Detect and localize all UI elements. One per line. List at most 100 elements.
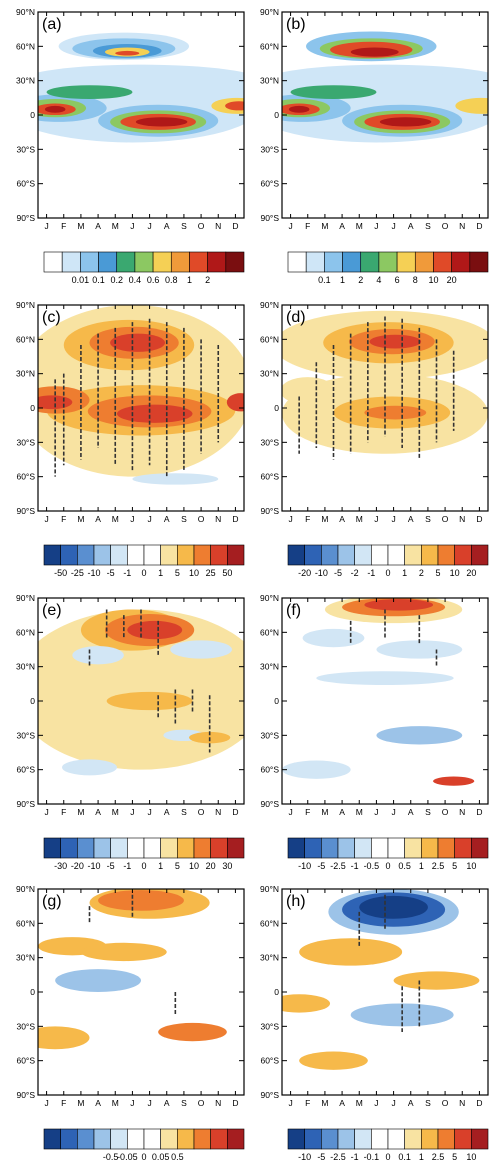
y-tick-label: 60°N (16, 627, 35, 637)
x-tick-label: N (215, 221, 221, 231)
contour-region (302, 628, 365, 648)
y-tick-label: 0 (274, 987, 279, 997)
contour-region (80, 942, 167, 962)
colorbar-label: 1 (402, 568, 407, 578)
contour-region (282, 377, 336, 405)
colorbar-label: -5 (317, 1152, 325, 1162)
colorbar: -0.5-0.05 0 0.05 0.5 (43, 1128, 245, 1162)
y-tick-label: 60°N (16, 334, 35, 344)
y-tick-label: 0 (30, 987, 35, 997)
colorbar-label: -1 (367, 568, 375, 578)
panel-c: J F M A M J J A S O N D 90°N 60°N 30°N 0 30°S 60°S 90°S (c)… (16, 300, 245, 578)
colorbar-swatch (77, 1128, 95, 1150)
colorbar-swatch (404, 837, 422, 859)
x-tick-label: A (95, 221, 101, 231)
colorbar-swatch (127, 1128, 145, 1150)
colorbar-label: 0.1 (398, 1152, 411, 1162)
contour-region (282, 760, 351, 779)
contour-region (106, 691, 193, 711)
colorbar-label: 5 (175, 861, 180, 871)
contour-field (38, 32, 244, 143)
colorbar-swatch (324, 251, 343, 273)
contour-region (455, 97, 488, 114)
colorbar-label: 0 (385, 568, 390, 578)
colorbar-swatch (225, 251, 245, 273)
colorbar-label: 8 (413, 275, 418, 285)
colorbar-label: -50 (54, 568, 67, 578)
colorbar-label: 1 (158, 861, 163, 871)
plot-background (38, 889, 244, 1095)
colorbar-label: -1 (351, 1152, 359, 1162)
contour-region (44, 105, 66, 113)
x-tick-label: D (232, 221, 238, 231)
x-tick-label: A (339, 807, 345, 817)
contour-region (364, 405, 427, 420)
colorbar: -10 -5 -2.5 -1 -0.5 0 0.5 1 2.5 5 10 (287, 837, 489, 871)
x-tick-label: N (215, 807, 221, 817)
y-tick-label: 30°N (16, 662, 35, 672)
colorbar-label: -0.5 (364, 861, 380, 871)
colorbar-swatch (77, 544, 95, 566)
contour-region (350, 47, 399, 57)
y-tick-label: 30°S (16, 437, 35, 447)
x-tick-label: N (459, 1098, 465, 1108)
colorbar-swatch (98, 251, 118, 273)
y-tick-label: 90°N (16, 593, 35, 603)
y-tick-label: 60°S (260, 179, 279, 189)
colorbar-label: 0 (141, 568, 146, 578)
colorbar: -10 -5 -2.5 -1 -0.1 0 0.1 1 2.5 5 10 (287, 1128, 489, 1162)
colorbar: 0.01 0.1 0.2 0.4 0.6 0.8 1 2 (43, 251, 245, 285)
x-tick-label: S (425, 807, 431, 817)
colorbar-label: -25 (71, 568, 84, 578)
colorbar-label: 10 (466, 1152, 476, 1162)
panel-label: (b) (286, 16, 306, 33)
x-tick-label: N (459, 221, 465, 231)
colorbar-swatch (160, 1128, 178, 1150)
colorbar-swatch (193, 544, 211, 566)
colorbar-label: 6 (395, 275, 400, 285)
x-tick-label: O (442, 514, 449, 524)
contour-region (110, 333, 166, 352)
colorbar-label: -1 (123, 861, 131, 871)
panel-label: (f) (286, 602, 301, 619)
x-tick-label: A (339, 514, 345, 524)
colorbar-swatch (43, 1128, 61, 1150)
colorbar-swatch (143, 837, 161, 859)
colorbar-label: 10 (189, 568, 199, 578)
x-tick-label: M (321, 221, 328, 231)
colorbar-swatch (354, 544, 372, 566)
colorbar-swatch (321, 1128, 339, 1150)
contour-region (55, 969, 141, 992)
colorbar-swatch (177, 544, 195, 566)
colorbar-swatch (387, 544, 405, 566)
colorbar-swatch (451, 251, 471, 273)
contour-region (62, 759, 117, 776)
colorbar-label: 0.6 (147, 275, 160, 285)
colorbar-swatch (93, 837, 111, 859)
x-tick-label: A (95, 807, 101, 817)
colorbar-swatch (421, 544, 439, 566)
colorbar-swatch (404, 1128, 422, 1150)
colorbar-label: 1 (419, 861, 424, 871)
colorbar-label: 4 (376, 275, 381, 285)
contour-field (282, 310, 488, 460)
colorbar-swatch (387, 837, 405, 859)
contour-region (393, 971, 480, 990)
x-tick-label: D (476, 514, 482, 524)
x-tick-label: O (442, 807, 449, 817)
colorbar-swatch (43, 251, 63, 273)
colorbar-label: -5 (107, 568, 115, 578)
colorbar-label: -10 (87, 861, 100, 871)
colorbar-swatch (60, 837, 78, 859)
colorbar-swatch (227, 544, 245, 566)
y-tick-label: 60°N (16, 41, 35, 51)
x-tick-label: M (112, 514, 119, 524)
colorbar-label: -10 (315, 568, 328, 578)
x-tick-label: J (147, 1098, 151, 1108)
colorbar-label: 5 (452, 1152, 457, 1162)
x-tick-label: F (305, 221, 310, 231)
x-tick-label: J (44, 807, 48, 817)
contour-field (38, 889, 227, 1050)
y-tick-label: 30°N (260, 662, 279, 672)
colorbar-swatch (170, 251, 190, 273)
